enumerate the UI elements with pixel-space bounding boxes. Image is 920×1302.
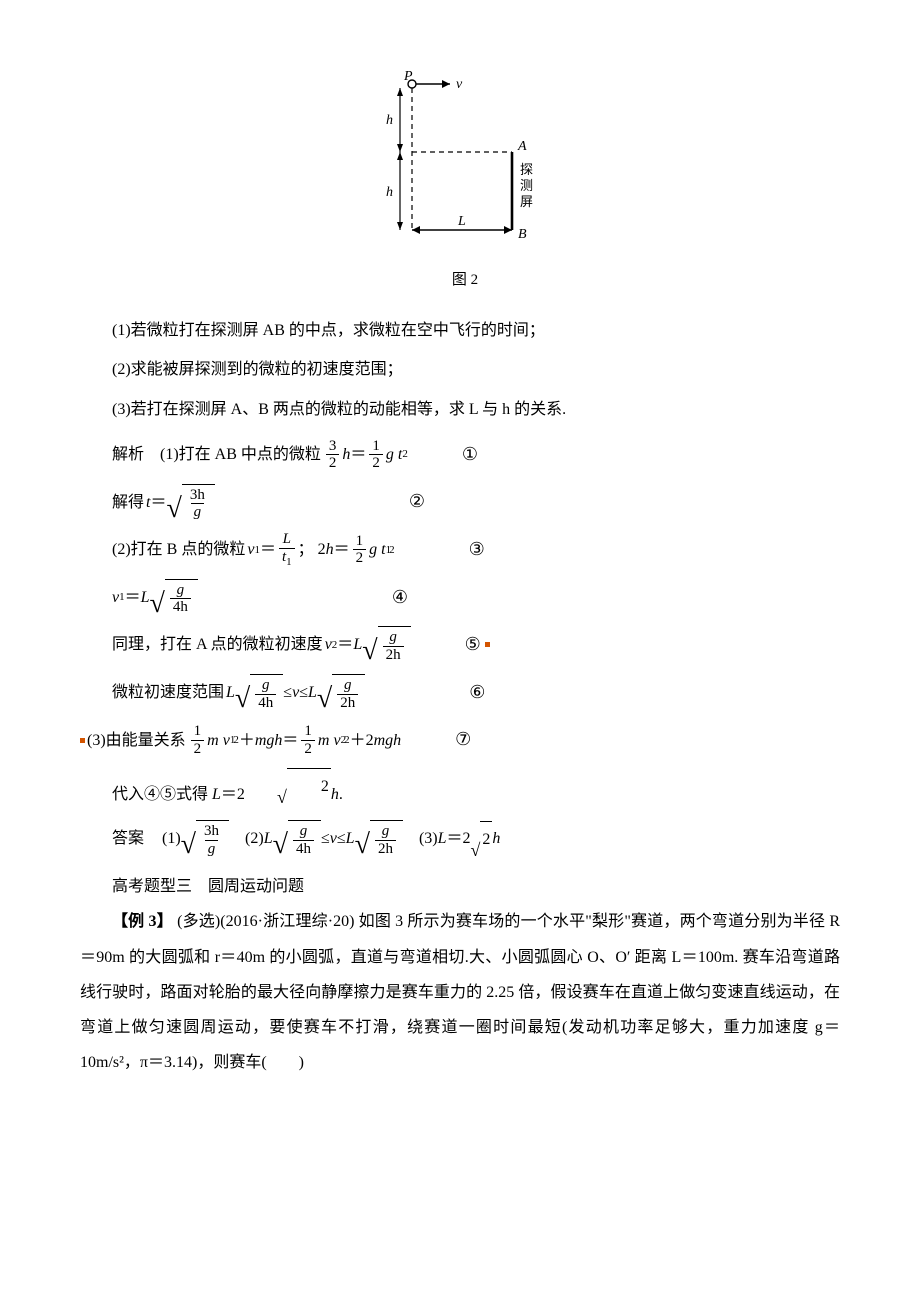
sol-step-6: 微粒初速度范围 L √ g4h ≤v≤L √ g2h ⑥	[80, 673, 840, 713]
eq-num-6: ⑥	[469, 673, 485, 713]
sol-step-3: (2)打在 B 点的微粒 v1＝ Lt1 ； 2h＝ 12 g t12 ③	[80, 530, 840, 570]
sol-step-2: 解得 t＝ √ 3hg ②	[80, 482, 840, 522]
orange-dot-icon-2	[80, 738, 85, 743]
answer-1: (1) √ 3hg	[162, 820, 229, 857]
example-3: 【例 3】 (多选)(2016·浙江理综·20) 如图 3 所示为赛车场的一个水…	[80, 904, 840, 1080]
sol-step-3-eq: v1＝ Lt1 ； 2h＝ 12 g t12	[247, 531, 394, 568]
sol-step-4-eq: v1＝L √ g4h	[112, 579, 198, 616]
label-L: L	[457, 214, 466, 229]
label-v: v	[456, 77, 463, 92]
figure-2: P v h h L A B 探 测 屏	[80, 70, 840, 258]
sol-step-4: v1＝L √ g4h ④	[80, 578, 840, 618]
answer-row: 答案 (1) √ 3hg (2) L √ g4h ≤v≤L √ g2h (3) …	[80, 820, 840, 857]
sol-step-6-label: 微粒初速度范围	[80, 675, 224, 710]
sol-step-7-eq: 12 m v12＋mgh＝ 12 m v22＋2mgh	[188, 723, 401, 758]
sol-step-2-label: 解得	[80, 485, 144, 520]
label-side-2: 测	[520, 178, 533, 193]
label-side-1: 探	[520, 162, 533, 177]
sol-step-5: 同理，打在 A 点的微粒初速度 v2＝L √ g2h ⑤	[80, 625, 840, 665]
sol-step-3-label: (2)打在 B 点的微粒	[80, 532, 245, 567]
question-1: (1)若微粒打在探测屏 AB 的中点，求微粒在空中飞行的时间；	[80, 313, 840, 348]
sol-step-1-eq: 32 h＝ 12 g t2	[323, 437, 408, 472]
label-B: B	[518, 227, 527, 242]
orange-dot-icon	[485, 642, 490, 647]
eq-num-7: ⑦	[455, 720, 471, 760]
sol-step-1-label: 解析 (1)打在 AB 中点的微粒	[80, 437, 321, 472]
figure-2-svg: P v h h L A B 探 测 屏	[370, 70, 550, 245]
label-A: A	[517, 139, 527, 154]
sol-step-6-eq: L √ g4h ≤v≤L √ g2h	[226, 674, 365, 711]
sol-step-7: (3)由能量关系 12 m v12＋mgh＝ 12 m v22＋2mgh ⑦	[80, 720, 840, 760]
label-P: P	[403, 70, 413, 84]
eq-num-1: ①	[462, 435, 478, 475]
answer-3: (3) L＝2√2h	[419, 821, 500, 857]
label-side-3: 屏	[520, 194, 533, 209]
label-h1: h	[386, 113, 393, 128]
eq-num-5: ⑤	[465, 625, 481, 665]
label-h2: h	[386, 185, 393, 200]
eq-num-3: ③	[469, 530, 485, 570]
sol-step-1: 解析 (1)打在 AB 中点的微粒 32 h＝ 12 g t2 ①	[80, 435, 840, 475]
figure-2-caption: 图 2	[80, 264, 840, 297]
example-3-src: (多选)(2016·浙江理综·20)	[177, 913, 354, 930]
eq-num-2: ②	[409, 482, 425, 522]
section-heading: 高考题型三 圆周运动问题	[80, 869, 840, 904]
sol-step-7-label: (3)由能量关系	[87, 723, 186, 758]
example-3-tag: 【例 3】	[112, 913, 173, 930]
eq-num-4: ④	[392, 578, 408, 618]
sol-step-8: 代入④⑤式得 L＝2√2h.	[80, 768, 840, 812]
answer-2: (2) L √ g4h ≤v≤L √ g2h	[245, 820, 403, 857]
example-3-body: 如图 3 所示为赛车场的一个水平"梨形"赛道，两个弯道分别为半径 R＝90m 的…	[80, 913, 840, 1071]
sol-step-5-eq: v2＝L √ g2h	[325, 626, 411, 663]
answer-label: 答案	[80, 821, 160, 856]
sol-step-5-label: 同理，打在 A 点的微粒初速度	[80, 627, 323, 662]
question-3: (3)若打在探测屏 A、B 两点的微粒的动能相等，求 L 与 h 的关系.	[80, 392, 840, 427]
sol-step-2-eq: t＝ √ 3hg	[146, 484, 215, 521]
question-2: (2)求能被屏探测到的微粒的初速度范围；	[80, 352, 840, 387]
